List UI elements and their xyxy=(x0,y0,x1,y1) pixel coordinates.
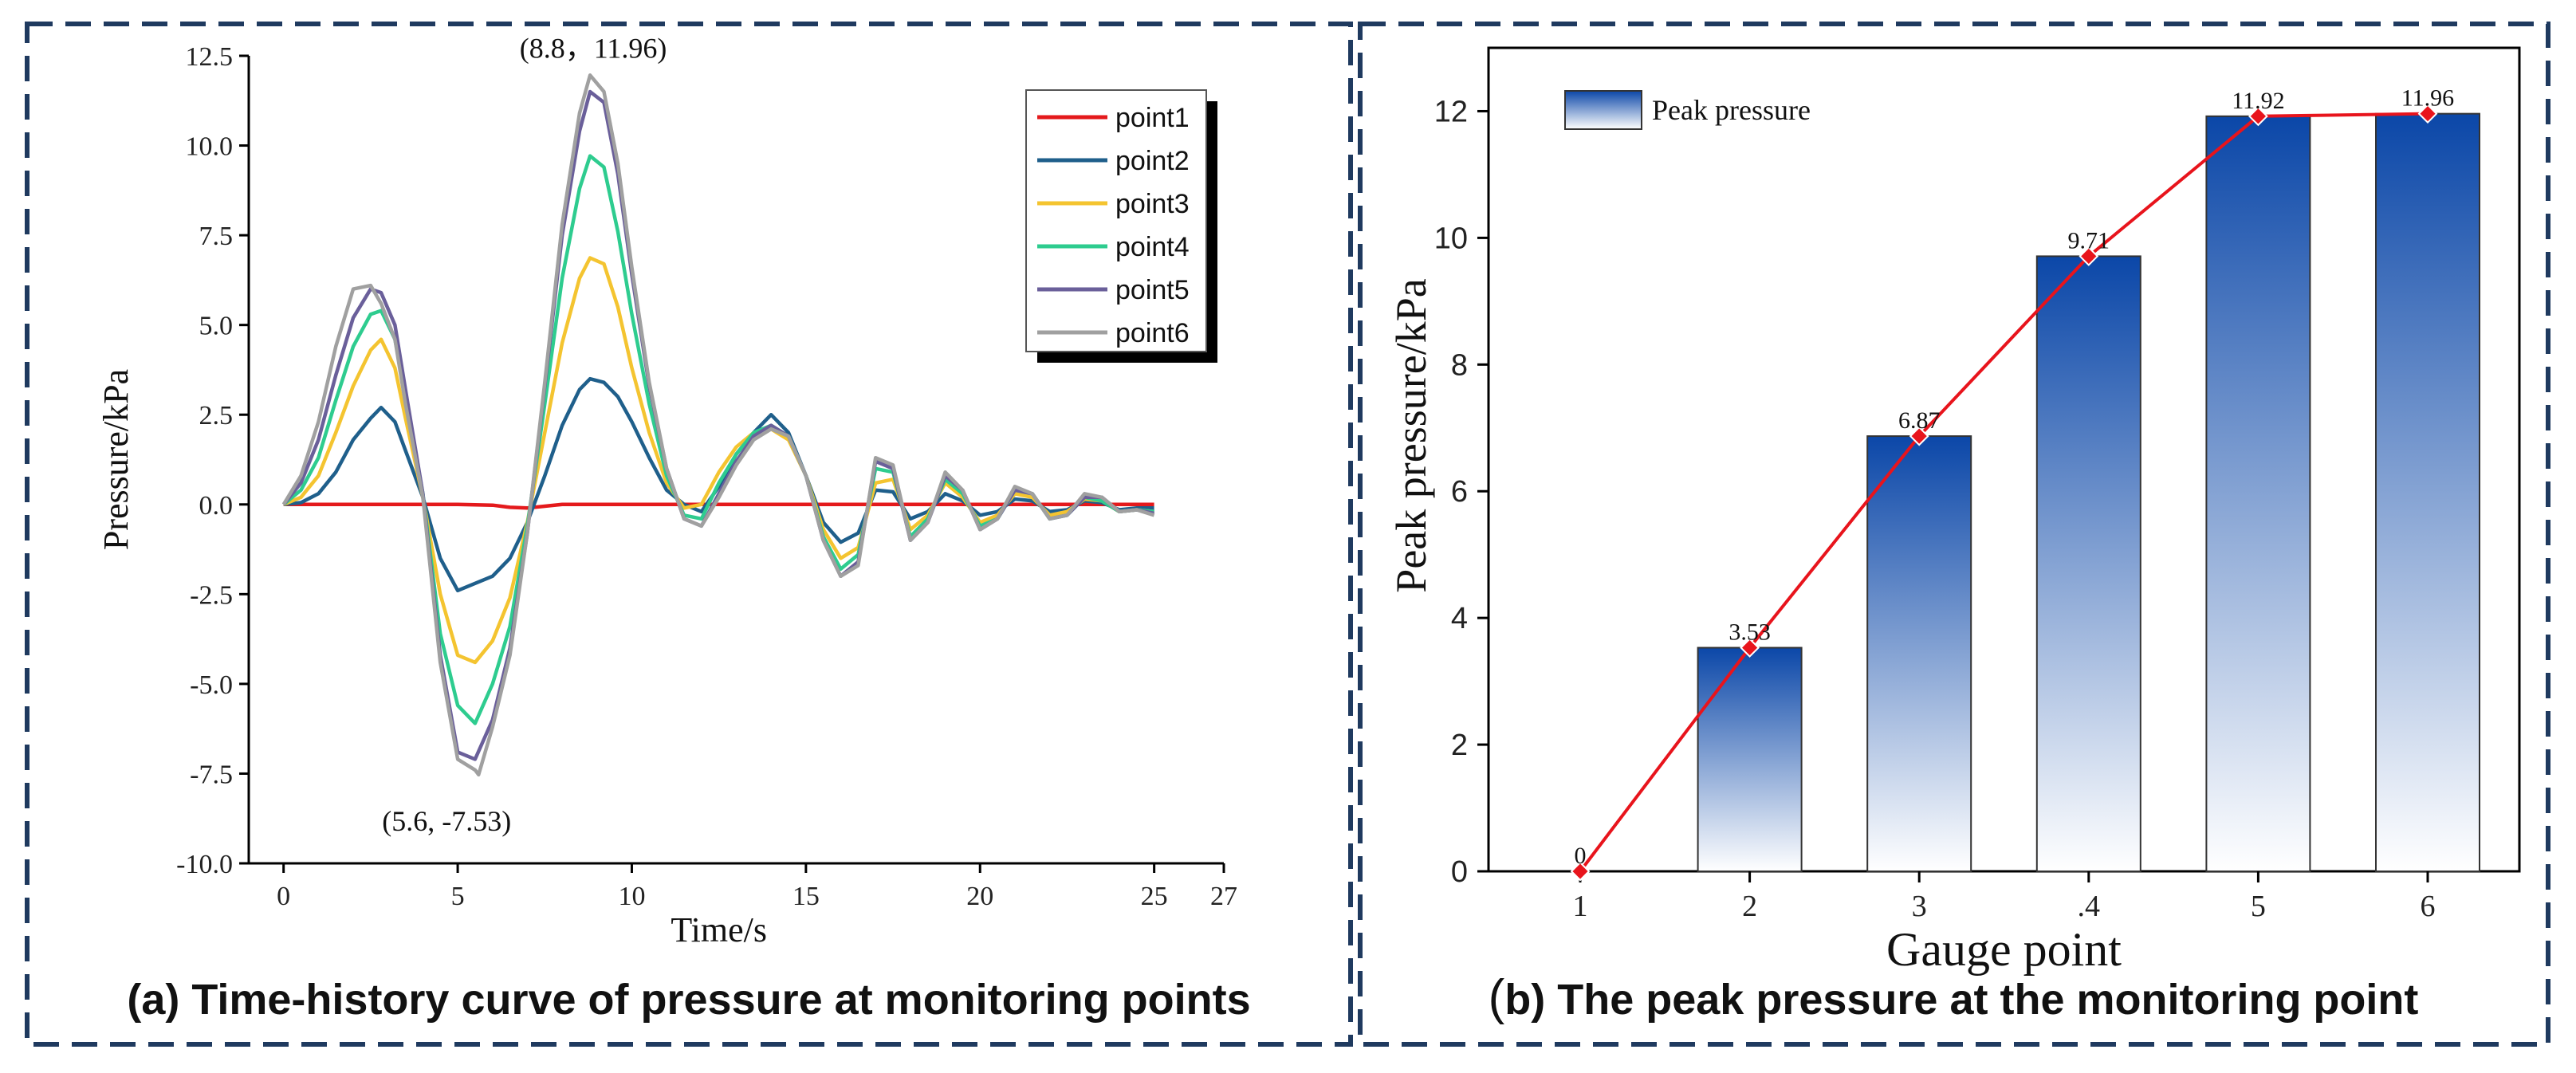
x-tick-label: 10 xyxy=(618,882,645,911)
y-axis-label: Peak pressure/kPa xyxy=(1387,278,1435,592)
legend-box xyxy=(1025,89,1207,352)
x-tick-label: 6 xyxy=(2421,890,2436,923)
y-tick-label: 10.0 xyxy=(186,132,234,162)
y-tick-label: 0.0 xyxy=(199,491,234,521)
series-line-point6 xyxy=(281,73,1155,777)
peak-marker-2 xyxy=(1740,638,1760,658)
x-tick-label: 2 xyxy=(1742,890,1757,923)
x-tick-label: 0 xyxy=(277,882,290,911)
legend-label: Peak pressure xyxy=(1652,94,1811,126)
legend-label-point5: point5 xyxy=(1115,275,1190,305)
y-tick-label: -7.5 xyxy=(190,760,233,789)
x-tick-label: 5 xyxy=(451,882,465,911)
x-tick-label: .4 xyxy=(2078,890,2101,923)
legend-label-point1: point1 xyxy=(1115,103,1190,133)
panel-b-border xyxy=(1358,22,2550,1047)
y-tick-label: 8 xyxy=(1451,348,1468,382)
bar-6 xyxy=(2375,112,2480,872)
bar-2 xyxy=(1697,647,1803,873)
bar-value-label: 0 xyxy=(1575,843,1587,869)
panel-a-border xyxy=(25,22,1353,1047)
bar-3 xyxy=(1866,435,1972,872)
bar-5 xyxy=(2205,115,2311,872)
series-line-point5 xyxy=(281,89,1155,761)
legend-swatch xyxy=(1564,90,1642,130)
y-tick-label: -2.5 xyxy=(190,580,233,610)
peak-marker-1 xyxy=(1570,861,1591,882)
y-tick-label: 10 xyxy=(1434,222,1468,255)
bar-value-label: 3.53 xyxy=(1728,619,1771,646)
x-tick-label: 27 xyxy=(1210,882,1237,911)
caption-b: (b) The peak pressure at the monitoring … xyxy=(1489,970,2419,1025)
x-tick-label: 3 xyxy=(1912,890,1927,923)
y-tick-label: 12 xyxy=(1434,95,1468,128)
bar-value-label: 11.96 xyxy=(2401,85,2454,112)
plot-frame xyxy=(1487,46,2521,873)
y-tick-label: -5.0 xyxy=(190,670,233,700)
legend-label-point3: point3 xyxy=(1115,189,1190,219)
x-tick-label: 15 xyxy=(792,882,820,911)
bar-value-label: 11.92 xyxy=(2232,88,2284,114)
y-tick-label: 0 xyxy=(1451,855,1468,889)
legend-label-point6: point6 xyxy=(1115,318,1190,348)
y-tick-label: -10.0 xyxy=(176,850,233,879)
bar-.4 xyxy=(2035,255,2141,872)
y-axis-label: Pressure/kPa xyxy=(96,369,136,550)
peak-marker-6 xyxy=(2417,104,2438,124)
x-axis-label: Gauge point xyxy=(1886,923,2122,976)
y-tick-label: 6 xyxy=(1451,475,1468,509)
bar-value-label: 6.87 xyxy=(1898,407,1941,434)
legend-label-point4: point4 xyxy=(1115,232,1190,262)
y-tick-label: 12.5 xyxy=(186,42,234,72)
x-tick-label: 25 xyxy=(1141,882,1168,911)
peak-trend-line xyxy=(1579,112,2429,873)
bar-value-label: 9.71 xyxy=(2068,227,2110,254)
series-line-point1 xyxy=(283,502,1154,510)
peak-marker-3 xyxy=(1909,426,1929,446)
x-tick-label: 5 xyxy=(2251,890,2266,923)
caption-a: (a) Time-history curve of pressure at mo… xyxy=(127,976,1250,1024)
peak-marker-.4 xyxy=(2078,246,2099,266)
annotation-trough: (5.6, -7.53) xyxy=(382,805,511,837)
peak-marker-5 xyxy=(2248,106,2268,127)
y-tick-label: 5.0 xyxy=(199,312,234,341)
y-tick-label: 4 xyxy=(1451,602,1468,635)
annotation-peak: (8.8，11.96) xyxy=(520,32,667,64)
x-tick-label: 1 xyxy=(1573,890,1588,923)
x-axis-label: Time/s xyxy=(671,910,767,949)
y-tick-label: 2.5 xyxy=(199,401,234,430)
y-tick-label: 2 xyxy=(1451,729,1468,762)
caption-b-text: b) The peak pressure at the monitoring p… xyxy=(1504,976,2418,1024)
y-tick-label: 7.5 xyxy=(199,222,234,251)
caption-b-paren: ( xyxy=(1489,970,1505,1025)
panel-a-chart: -10.0 -7.5 -5.0 -2.5 0.0 2.5 5.0 7.5 10.0 12.5 0 5 1… xyxy=(96,32,1237,949)
legend-label-point2: point2 xyxy=(1115,146,1190,176)
x-tick-label: 20 xyxy=(966,882,993,911)
